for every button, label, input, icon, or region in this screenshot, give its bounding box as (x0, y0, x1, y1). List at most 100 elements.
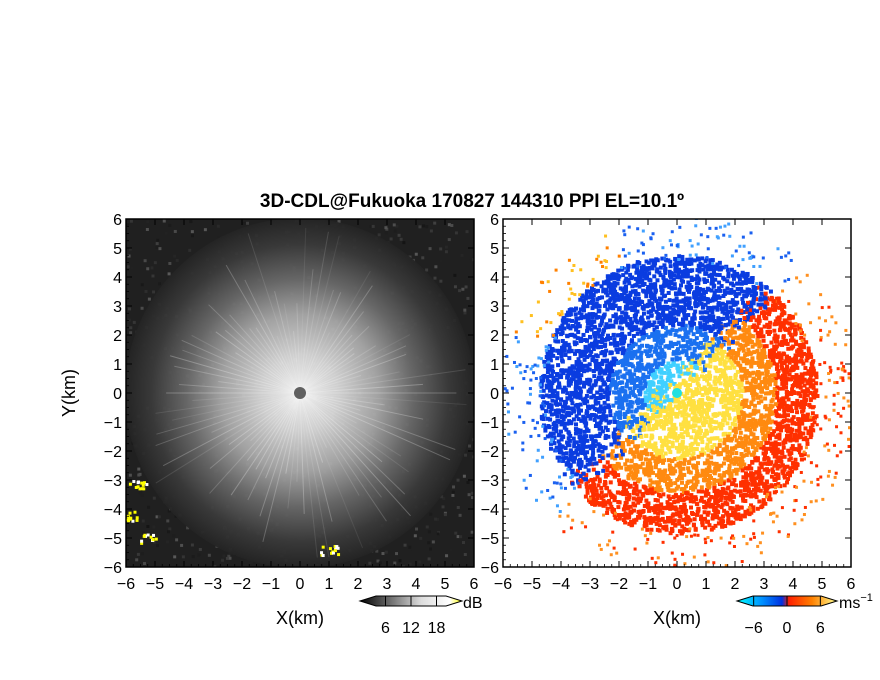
velocity-pixel (732, 323, 737, 328)
velocity-pixel (745, 300, 750, 305)
right-velocity-field (503, 219, 851, 567)
velocity-pixel (644, 452, 649, 457)
velocity-pixel (649, 487, 654, 492)
velocity-pixel (612, 362, 617, 367)
noise-pixel (190, 234, 194, 238)
velocity-pixel (629, 464, 634, 469)
velocity-pixel (738, 430, 743, 435)
velocity-pixel (614, 320, 619, 325)
velocity-pixel (625, 492, 630, 497)
echo-ray (299, 236, 340, 394)
velocity-pixel (631, 472, 636, 477)
velocity-pixel (579, 418, 584, 423)
noise-pixel (441, 505, 445, 509)
velocity-pixel (677, 334, 682, 339)
velocity-pixel (725, 316, 730, 321)
velocity-pixel (716, 351, 721, 356)
velocity-pixel (600, 388, 605, 393)
velocity-pixel (617, 325, 622, 330)
velocity-pixel (708, 258, 713, 263)
velocity-pixel (719, 505, 724, 510)
velocity-pixel (550, 398, 555, 403)
velocity-pixel (714, 461, 719, 466)
noise-pixel (150, 266, 154, 270)
velocity-pixel (646, 335, 651, 340)
yellow-patch-pixel (140, 541, 144, 545)
velocity-pixel (654, 507, 659, 512)
velocity-pixel (559, 397, 564, 402)
velocity-pixel (564, 313, 569, 318)
noise-pixel (146, 267, 150, 271)
echo-ray (259, 392, 301, 517)
velocity-pixel (578, 430, 583, 435)
velocity-pixel (774, 409, 779, 414)
velocity-pixel (770, 303, 775, 308)
velocity-pixel (740, 296, 745, 301)
velocity-pixel (701, 267, 706, 272)
velocity-pixel (564, 451, 569, 456)
velocity-pixel (764, 344, 769, 349)
velocity-pixel (653, 346, 658, 351)
velocity-pixel (725, 313, 730, 318)
velocity-pixel (715, 450, 720, 455)
velocity-pixel (572, 440, 577, 445)
velocity-pixel (620, 362, 625, 367)
velocity-pixel (624, 270, 629, 275)
velocity-pixel (743, 353, 748, 358)
echo-ray (172, 392, 301, 421)
velocity-pixel (642, 325, 647, 330)
velocity-pixel (695, 442, 700, 447)
velocity-pixel (708, 364, 713, 369)
velocity-pixel (684, 484, 689, 489)
noise-pixel (128, 473, 132, 477)
noise-pixel (152, 525, 156, 529)
velocity-pixel (759, 291, 764, 296)
velocity-pixel (646, 260, 651, 265)
velocity-pixel (630, 440, 635, 445)
velocity-pixel (592, 456, 597, 461)
yellow-patch-pixel (127, 516, 131, 520)
velocity-pixel (781, 376, 786, 381)
velocity-pixel (800, 379, 805, 384)
velocity-pixel (737, 317, 742, 322)
velocity-pixel (595, 474, 600, 479)
velocity-pixel (699, 301, 704, 306)
velocity-pixel (742, 514, 747, 519)
velocity-pixel (767, 382, 772, 387)
y-tick-label: 2 (113, 328, 122, 345)
velocity-pixel (545, 374, 550, 379)
velocity-pixel (587, 461, 592, 466)
velocity-pixel (731, 428, 736, 433)
velocity-pixel (729, 513, 734, 518)
velocity-pixel (609, 504, 614, 509)
velocity-pixel (679, 269, 684, 274)
velocity-pixel (643, 381, 648, 386)
velocity-pixel (636, 405, 641, 410)
x-tick-label: −6 (117, 576, 135, 593)
velocity-pixel (769, 405, 774, 410)
velocity-pixel (765, 322, 770, 327)
noise-pixel (167, 509, 171, 513)
velocity-pixel (624, 312, 629, 317)
noise-pixel (459, 535, 463, 539)
velocity-pixel (650, 373, 655, 378)
velocity-pixel (789, 430, 794, 435)
velocity-pixel (572, 444, 577, 449)
velocity-pixel (628, 386, 633, 391)
noise-pixel (162, 219, 166, 223)
velocity-pixel (677, 374, 682, 379)
velocity-pixel (626, 415, 631, 420)
velocity-pixel (648, 278, 653, 283)
velocity-pixel (690, 357, 695, 362)
echo-ray (299, 289, 334, 394)
velocity-pixel (708, 374, 713, 379)
velocity-pixel (594, 492, 599, 497)
velocity-pixel (767, 436, 772, 441)
velocity-pixel (583, 417, 588, 422)
velocity-pixel (661, 505, 666, 510)
velocity-pixel (740, 346, 745, 351)
velocity-pixel (659, 393, 664, 398)
velocity-pixel (808, 377, 813, 382)
velocity-pixel (650, 363, 655, 368)
velocity-pixel (638, 385, 643, 390)
